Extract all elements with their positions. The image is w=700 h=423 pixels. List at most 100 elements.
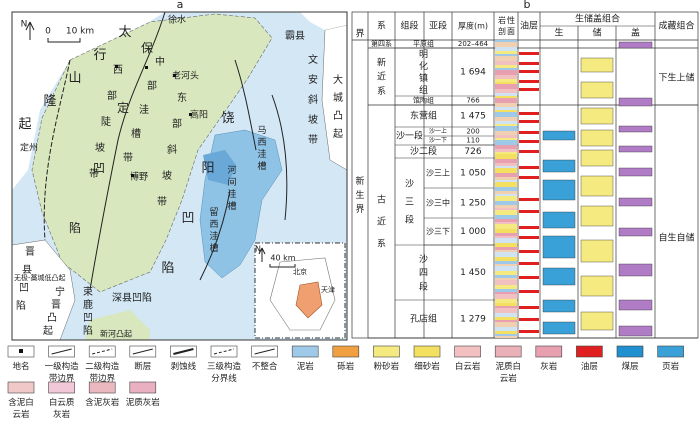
reservoir: [580, 57, 614, 73]
thickness-label: 726: [464, 147, 481, 157]
lithology-band: [495, 229, 517, 233]
legend-swatch: [616, 345, 644, 358]
lithology-band: [495, 135, 517, 138]
north-arrow: [25, 21, 35, 40]
lithology-band: [495, 70, 517, 75]
lithology-band: [495, 331, 517, 334]
header: 厚度(m): [458, 21, 488, 31]
legend-label: 三级构造分界线: [207, 361, 242, 384]
lithology-band: [495, 65, 517, 68]
legend-swatch: [413, 345, 441, 358]
thickness-label: 1 694: [460, 68, 486, 78]
legend-label: 二级构造带边界: [85, 361, 120, 384]
thickness-label: 1 050: [460, 169, 486, 179]
inset-label: 北京: [293, 267, 307, 276]
thickness-label: 1 475: [460, 112, 486, 122]
formation-label: 沙三段: [405, 178, 414, 225]
lithology-band: [495, 208, 517, 210]
legend-swatch: [535, 345, 563, 358]
cap-rock: [618, 167, 653, 177]
lithology-band: [495, 294, 517, 299]
legend-swatch: [48, 381, 75, 394]
lithology-band: [495, 117, 517, 121]
cap-rock: [618, 145, 653, 153]
legend-symbol: [51, 348, 72, 355]
source-rock: [542, 299, 576, 313]
legend-label: 煤层: [621, 361, 638, 372]
formation-label: 沙二段: [410, 145, 437, 157]
legend-swatch: [129, 381, 157, 394]
legend-symbol: [173, 348, 194, 355]
lithology-band: [495, 124, 517, 126]
lithology-band: [495, 138, 517, 140]
inset-study-area: [295, 281, 323, 319]
map-frame: [11, 11, 348, 341]
lithology-band: [495, 163, 517, 166]
lithology-band: [495, 84, 517, 89]
lithology-band: [495, 112, 517, 117]
cap-rock: [618, 97, 653, 107]
lithology-band: [495, 56, 517, 61]
lithology-band: [495, 196, 517, 201]
lithology-band: [495, 82, 517, 84]
inset-outline: [269, 257, 336, 331]
lithology-band: [495, 149, 517, 152]
oil-layer: [519, 210, 539, 213]
formation-label: 东营组: [410, 110, 437, 122]
map-label: 高阳: [190, 109, 208, 121]
lithology-band: [495, 320, 517, 322]
era-label: 新生界: [355, 175, 364, 215]
place-dot: [189, 113, 192, 116]
reservoir: [580, 311, 614, 331]
oil-layer: [519, 318, 539, 321]
lithology-band: [495, 306, 517, 308]
header: 组段: [400, 20, 418, 32]
legend-label: 泥质灰岩: [126, 397, 161, 408]
source-rock: [542, 321, 576, 335]
legend-label: 页岩: [662, 361, 680, 372]
cap-rock: [618, 227, 653, 237]
lithology-band: [495, 236, 517, 238]
system-label: 新近系: [377, 56, 386, 97]
legend-swatch: [576, 345, 603, 358]
lithology-band: [495, 54, 517, 56]
uplift-area: [12, 12, 165, 190]
member-label: 沙三中: [426, 198, 450, 208]
map-label: 文安斜坡带: [308, 53, 318, 146]
reservoir: [580, 129, 614, 147]
fault-line: [271, 94, 288, 221]
lithology-band: [495, 173, 517, 177]
map-label: 晋县凹陷: [16, 246, 35, 312]
north-label: N: [255, 245, 261, 254]
cap-rock: [618, 125, 653, 133]
lithology-band: [495, 222, 517, 224]
map-label: 河间洼槽: [227, 164, 236, 212]
lithology-band: [495, 61, 517, 65]
legend-label: 不整合: [252, 361, 278, 372]
fault-line: [234, 59, 257, 151]
lithology-band: [495, 280, 517, 285]
system-label: 古近系: [377, 193, 386, 249]
map-label: 束鹿凹陷: [83, 286, 93, 337]
lithology-band: [495, 96, 517, 98]
scale-label: 10 km: [66, 27, 94, 37]
oil-layer: [519, 80, 539, 83]
oil-layer: [519, 306, 539, 309]
scale-label: 0: [45, 27, 51, 37]
lithology-band: [495, 313, 517, 317]
map-label: 西部陡坡带: [89, 65, 123, 180]
legend-label: 一级构造带边界: [45, 361, 80, 384]
lithology-band: [495, 334, 517, 336]
lithology-band: [495, 264, 517, 266]
source-rock: [542, 235, 576, 259]
lithology-band: [495, 103, 517, 107]
cap-rock: [618, 41, 653, 49]
oil-layer: [519, 150, 539, 153]
lithology-band: [495, 205, 517, 208]
lithology-band: [495, 93, 517, 96]
reservoir: [580, 175, 614, 197]
scale-label: 40 km: [270, 254, 295, 263]
reservoir: [580, 81, 614, 99]
thickness-label: 1 250: [460, 199, 486, 209]
